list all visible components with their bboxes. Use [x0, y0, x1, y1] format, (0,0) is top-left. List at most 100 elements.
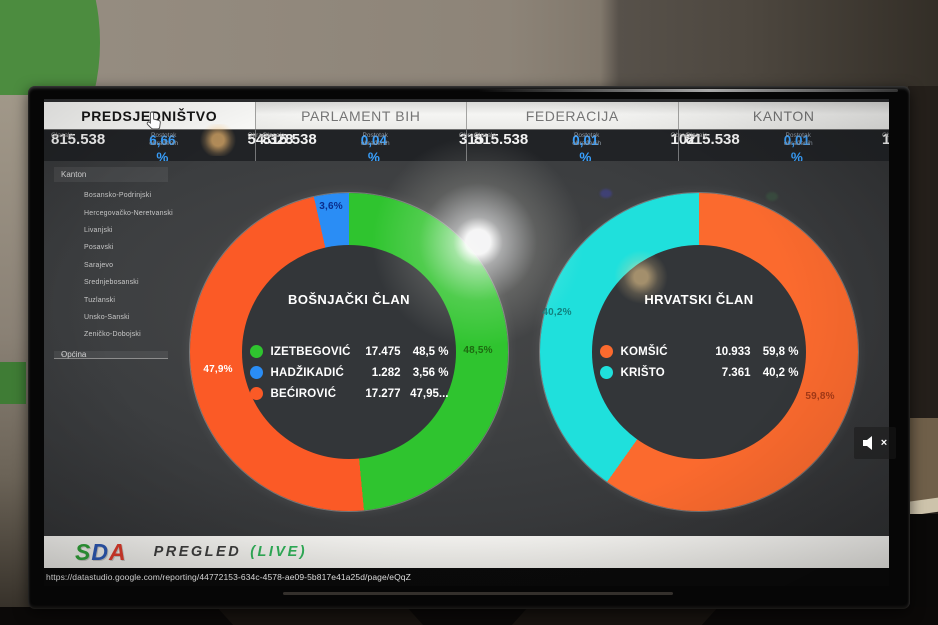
glasalo-label: Glasalo: [474, 132, 497, 139]
dashboard-main: Kanton Bosansko-Podrinjski Hercegovačko-…: [44, 132, 889, 536]
stats-parlament-bih: 815.538 Glasalo 0,04 % Postotak obrađenih …: [256, 130, 488, 165]
sda-letter-d: D: [91, 538, 109, 565]
chart-title: HRVATSKI ČLAN: [644, 292, 754, 307]
sidebar-item-posavski[interactable]: Posavski: [84, 244, 114, 252]
bezel-reflection: [478, 89, 898, 92]
slice-label-becirovic: 47,9%: [203, 364, 233, 375]
legend-name: HADŽIKADIĆ: [270, 366, 345, 379]
legend-name: BEĆIROVIĆ: [270, 387, 337, 400]
mute-control[interactable]: ×: [854, 427, 896, 459]
postotak-label: Postotak obrađenih: [360, 132, 390, 147]
glasalo-value: 815.538: [685, 131, 740, 148]
sidebar-item-tuzlanski[interactable]: Tuzlanski: [84, 296, 116, 304]
legend-name: IZETBEGOVIĆ: [270, 345, 351, 358]
stats-kanton: 815.538 Glasalo 0,01 % Postotak obrađenih …: [679, 130, 890, 166]
dashboard-screen: PREDSJEDNIŠTVO PARLAMENT BIH FEDERACIJA …: [44, 99, 889, 586]
slice-label-hadzikadic: 3,6%: [319, 201, 343, 212]
kanton-filter-header: Kanton: [54, 167, 168, 182]
postotak-label: Postotak obrađenih: [572, 132, 602, 147]
legend-votes: 7.361: [721, 366, 751, 379]
stats-predsjednistvo: 815.538 Glasalo 6,66 % Postotak obrađenih …: [44, 130, 293, 165]
legend-name: KRIŠTO: [620, 366, 665, 379]
opcina-value: -: [61, 350, 64, 360]
glasalo-value: 815.538: [51, 131, 106, 148]
postotak-label: Postotak obrađenih: [783, 132, 813, 147]
pregled-title: PREGLED: [153, 544, 242, 560]
obradeno-label: Obrađeno: [882, 132, 889, 139]
sidebar-item-zenicko-dobojski[interactable]: Zeničko-Dobojski: [84, 331, 141, 339]
legend-votes: 17.277: [365, 387, 401, 400]
sidebar-item-srednjebosanski[interactable]: Srednjebosanski: [84, 279, 139, 287]
legend-dot-komsic: [599, 345, 613, 358]
sda-letter-a: A: [108, 538, 127, 565]
wall-green-band: [0, 362, 26, 404]
stats-federacija: 815.538 Glasalo 0,01 % Postotak obrađenih …: [467, 130, 699, 165]
chart-legend: IZETBEGOVIĆ 17.475 48,5 % HADŽIKADIĆ 1.2…: [249, 345, 449, 400]
legend-percent: 59,8 %: [762, 345, 799, 358]
chart-title: BOŠNJAČKI ČLAN: [288, 292, 410, 307]
report-tab-bar: PREDSJEDNIŠTVO PARLAMENT BIH FEDERACIJA …: [44, 102, 889, 130]
sidebar-item-hercegovacko-neretvanski[interactable]: Hercegovačko-Neretvanski: [84, 209, 173, 217]
legend-dot-hadzikadic: [249, 366, 263, 379]
mute-x-mark: ×: [880, 436, 888, 449]
legend-dot-izetbegovic: [249, 345, 263, 358]
sidebar-item-livanjski[interactable]: Livanjski: [84, 226, 113, 234]
obradeno-value: 54.328: [247, 131, 294, 148]
postotak-label: Postotak obrađenih: [149, 132, 179, 147]
glasalo-label: Glasalo: [51, 132, 74, 139]
sidebar-item-sarajevo[interactable]: Sarajevo: [84, 261, 114, 269]
speaker-muted-icon: [862, 436, 872, 450]
live-badge: (LIVE): [250, 544, 308, 560]
tab-kanton[interactable]: KANTON: [752, 107, 815, 124]
legend-dot-becirovic: [249, 387, 263, 400]
lens-flare-dot: [766, 192, 778, 201]
donut-center: BOŠNJAČKI ČLAN IZETBEGOVIĆ 17.475 48,5 %…: [242, 245, 456, 459]
obradeno-label: Obrađeno: [247, 132, 277, 139]
chart-legend: KOMŠIĆ 10.933 59,8 % KRIŠTO 7.361 40,2 %: [599, 345, 799, 379]
lens-flare-dot: [600, 189, 612, 198]
kanton-list: Bosansko-Podrinjski Hercegovačko-Neretva…: [84, 187, 217, 344]
slice-label-komsic: 59,8%: [805, 391, 835, 402]
legend-percent: 48,5 %: [412, 345, 449, 358]
tv-stand-leg: [216, 607, 424, 625]
legend-votes: 10.933: [715, 345, 751, 358]
sidebar-item-bosansko-podrinjski[interactable]: Bosansko-Podrinjski: [84, 192, 152, 200]
tab-parlament-bih[interactable]: PARLAMENT BIH: [256, 102, 467, 129]
legend-votes: 17.475: [365, 345, 401, 358]
glasalo-value: 815.538: [262, 131, 317, 148]
footer-brand-bar: SDA PREGLED (LIVE): [44, 536, 889, 568]
sda-logo: SDA: [75, 539, 127, 566]
filter-sidebar: Kanton Bosansko-Podrinjski Hercegovačko-…: [52, 163, 217, 359]
obradeno-value: 102: [670, 131, 696, 148]
legend-name: KOMŠIĆ: [620, 345, 668, 358]
legend-dot-kristo: [599, 366, 613, 379]
glasalo-label: Glasalo: [685, 132, 708, 139]
opcina-label: Općina: [61, 350, 87, 360]
tab-federacija[interactable]: FEDERACIJA: [467, 102, 679, 129]
legend-percent: 40,2 %: [762, 366, 799, 379]
slice-label-izetbegovic: 48,5%: [463, 345, 493, 356]
browser-status-bar: https://datastudio.google.com/reporting/…: [44, 568, 889, 586]
glasalo-label: Glasalo: [262, 132, 285, 139]
chart-hrvatski-clan: HRVATSKI ČLAN KOMŠIĆ 10.933 59,8 % KRIŠT…: [540, 193, 858, 511]
legend-votes: 1.282: [371, 366, 401, 379]
wall-top: [0, 0, 938, 102]
donut-center: HRVATSKI ČLAN KOMŠIĆ 10.933 59,8 % KRIŠT…: [592, 245, 806, 459]
chart-bosnjacki-clan: BOŠNJAČKI ČLAN IZETBEGOVIĆ 17.475 48,5 %…: [190, 193, 508, 511]
floor: [0, 607, 938, 625]
tv-frame: PREDSJEDNIŠTVO PARLAMENT BIH FEDERACIJA …: [28, 86, 910, 609]
slice-label-kristo: 40,2%: [542, 307, 572, 318]
obradeno-label: Obrađeno: [670, 132, 700, 139]
status-bar-url: https://datastudio.google.com/reporting/…: [46, 572, 411, 582]
legend-percent: 47,95...: [410, 387, 449, 400]
obradeno-value: 106: [882, 131, 889, 148]
tv-stand-leg: [511, 607, 719, 625]
sidebar-item-unsko-sanski[interactable]: Unsko-Sanski: [84, 313, 130, 321]
stats-bar: 815.538 Glasalo 6,66 % Postotak obrađenih …: [44, 130, 890, 166]
opcina-select[interactable]: Općina -: [54, 350, 168, 360]
sda-letter-s: S: [75, 538, 92, 565]
wall-right-furniture: [906, 418, 938, 504]
legend-percent: 3,56 %: [412, 366, 449, 379]
bezel-reflection: [283, 592, 673, 595]
